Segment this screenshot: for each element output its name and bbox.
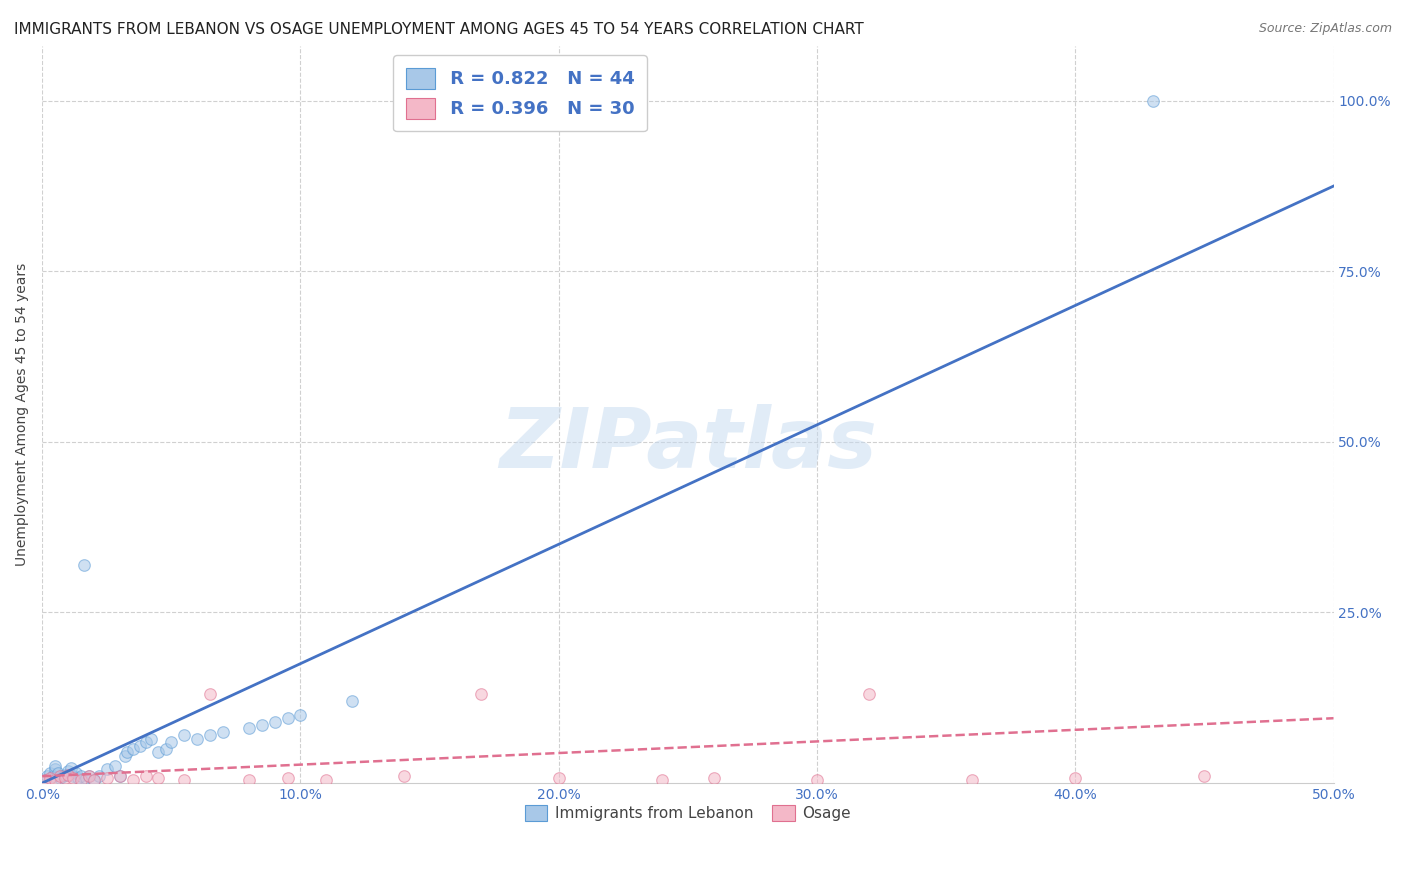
Point <box>212 724 235 739</box>
Point <box>70 772 93 787</box>
Point <box>62 771 84 785</box>
Point <box>1064 771 1087 785</box>
Text: ZIPatlas: ZIPatlas <box>499 403 877 484</box>
Point <box>34 772 56 787</box>
Point <box>1142 94 1164 108</box>
Point <box>114 748 136 763</box>
Point <box>277 771 299 785</box>
Point <box>340 694 363 708</box>
Point <box>1194 769 1216 783</box>
Point <box>44 772 66 787</box>
Point <box>65 765 87 780</box>
Point <box>134 769 156 783</box>
Point <box>651 772 673 787</box>
Point <box>62 769 84 783</box>
Point <box>46 765 69 780</box>
Point <box>49 769 72 783</box>
Point <box>75 771 97 785</box>
Point <box>96 771 118 785</box>
Point <box>121 742 143 756</box>
Point <box>39 771 62 785</box>
Point <box>56 768 79 782</box>
Point <box>960 772 983 787</box>
Point <box>49 771 72 785</box>
Y-axis label: Unemployment Among Ages 45 to 54 years: Unemployment Among Ages 45 to 54 years <box>15 263 30 566</box>
Point <box>290 707 312 722</box>
Point <box>87 769 110 783</box>
Point <box>186 731 208 746</box>
Point <box>52 769 75 783</box>
Text: IMMIGRANTS FROM LEBANON VS OSAGE UNEMPLOYMENT AMONG AGES 45 TO 54 YEARS CORRELAT: IMMIGRANTS FROM LEBANON VS OSAGE UNEMPLO… <box>14 22 863 37</box>
Legend: Immigrants from Lebanon, Osage: Immigrants from Lebanon, Osage <box>519 798 858 827</box>
Point <box>70 769 93 783</box>
Point <box>806 772 828 787</box>
Point <box>37 769 59 783</box>
Point <box>55 771 77 785</box>
Point <box>148 771 170 785</box>
Point <box>44 759 66 773</box>
Text: Source: ZipAtlas.com: Source: ZipAtlas.com <box>1258 22 1392 36</box>
Point <box>238 772 260 787</box>
Point <box>34 772 56 787</box>
Point <box>129 739 152 753</box>
Point <box>547 771 569 785</box>
Point <box>148 745 170 759</box>
Point <box>39 765 62 780</box>
Point <box>72 558 94 572</box>
Point <box>470 687 492 701</box>
Point <box>96 763 118 777</box>
Point <box>155 742 177 756</box>
Point <box>198 687 221 701</box>
Point <box>173 772 195 787</box>
Point <box>139 731 162 746</box>
Point <box>198 728 221 742</box>
Point <box>83 772 105 787</box>
Point <box>238 722 260 736</box>
Point <box>277 711 299 725</box>
Point <box>315 772 337 787</box>
Point <box>83 772 105 787</box>
Point <box>117 745 139 759</box>
Point <box>44 763 66 777</box>
Point <box>858 687 880 701</box>
Point <box>41 769 63 783</box>
Point <box>250 718 273 732</box>
Point <box>703 771 725 785</box>
Point <box>134 735 156 749</box>
Point <box>108 769 131 783</box>
Point <box>59 761 82 775</box>
Point <box>77 769 100 783</box>
Point <box>67 771 90 785</box>
Point <box>103 759 125 773</box>
Point <box>55 768 77 782</box>
Point <box>392 769 415 783</box>
Point <box>56 764 79 778</box>
Point <box>77 769 100 783</box>
Point <box>108 769 131 783</box>
Point <box>160 735 183 749</box>
Point <box>173 728 195 742</box>
Point <box>263 714 285 729</box>
Point <box>121 772 143 787</box>
